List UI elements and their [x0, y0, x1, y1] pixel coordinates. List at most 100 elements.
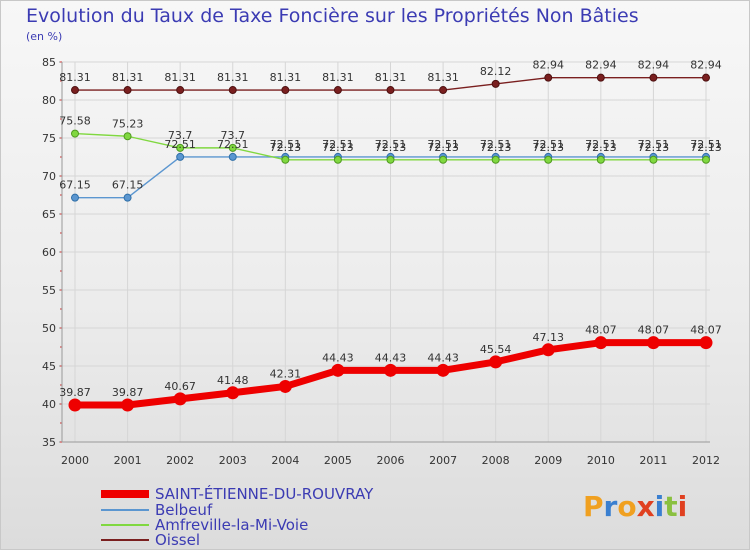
x-tick-label: 2012: [692, 454, 720, 467]
data-label: 72.13: [533, 141, 565, 154]
data-point: [649, 73, 658, 82]
data-label: 81.31: [375, 71, 407, 84]
x-tick-label: 2003: [219, 454, 247, 467]
data-label: 82.94: [533, 59, 565, 72]
x-tick-label: 2007: [429, 454, 457, 467]
legend: SAINT-ÉTIENNE-DU-ROUVRAYBelbeufAmfrevill…: [101, 484, 374, 549]
data-label: 72.51: [270, 138, 302, 151]
data-point: [71, 129, 79, 138]
data-label: 72.51: [533, 138, 565, 151]
data-label: 72.13: [690, 141, 722, 154]
logo-letter: o: [617, 490, 636, 523]
data-point: [489, 355, 503, 369]
data-label: 72.51: [690, 138, 722, 151]
data-point: [281, 155, 290, 164]
data-point: [173, 392, 187, 406]
x-tick-label: 2008: [482, 454, 510, 467]
y-tick-label: 80: [42, 94, 56, 107]
x-tick-label: 2000: [61, 454, 89, 467]
data-label: 72.51: [480, 138, 512, 151]
data-point: [594, 336, 608, 350]
data-point: [123, 132, 132, 141]
axis-layer: 35 40 45 50 55 60 65 70 75 80 85 2000 2001 2002 2003 20…: [42, 56, 720, 467]
data-label: 81.31: [322, 71, 354, 84]
data-label: 81.31: [112, 71, 144, 84]
logo-letter: x: [637, 490, 655, 523]
data-point: [281, 86, 290, 95]
data-point: [123, 86, 132, 95]
data-point: [386, 86, 395, 95]
y-tick-label: 50: [42, 322, 56, 335]
data-label: 44.43: [427, 351, 459, 364]
x-tick-label: 2006: [377, 454, 405, 467]
x-tick-label: 2004: [271, 454, 299, 467]
y-tick-label: 55: [42, 284, 56, 297]
data-label: 73.7: [221, 129, 246, 142]
data-point: [333, 155, 342, 164]
x-tick-label: 2002: [166, 454, 194, 467]
data-label: 72.51: [217, 138, 249, 151]
data-point: [71, 193, 79, 202]
data-point: [121, 398, 135, 412]
logo-letter: i: [678, 490, 688, 523]
legend-swatch: [101, 490, 149, 498]
data-label: 72.51: [164, 138, 196, 151]
data-point: [541, 343, 555, 357]
logo-letter: t: [664, 490, 677, 523]
data-label: 82.12: [480, 65, 512, 78]
data-label: 72.51: [427, 138, 459, 151]
data-label: 48.07: [585, 324, 617, 337]
data-point: [439, 155, 448, 164]
data-label: 72.13: [322, 141, 354, 154]
series-layer: [68, 73, 713, 412]
data-label: 72.13: [480, 141, 512, 154]
data-label: 72.51: [375, 138, 407, 151]
data-point: [386, 155, 395, 164]
data-label: 42.31: [270, 367, 302, 380]
data-point: [702, 73, 710, 82]
x-tick-label: 2009: [534, 454, 562, 467]
data-label: 47.13: [533, 331, 565, 344]
data-point: [331, 363, 345, 377]
data-point: [491, 79, 500, 88]
data-point: [649, 155, 658, 164]
y-tick-label: 60: [42, 246, 56, 259]
grid-layer: [62, 61, 710, 443]
data-label: 48.07: [638, 324, 670, 337]
data-label: 44.43: [375, 351, 407, 364]
data-label: 44.43: [322, 351, 354, 364]
logo-letter: i: [655, 490, 665, 523]
logo-text: Proxiti: [583, 490, 687, 523]
data-label: 72.51: [638, 138, 670, 151]
data-label: 75.58: [59, 115, 91, 128]
data-label: 39.87: [112, 386, 144, 399]
data-label: 72.13: [270, 141, 302, 154]
data-point: [596, 155, 605, 164]
data-label: 48.07: [690, 324, 722, 337]
data-point: [71, 86, 79, 95]
data-label: 72.13: [375, 141, 407, 154]
data-point: [176, 143, 185, 152]
x-tick-label: 2011: [639, 454, 667, 467]
data-point: [176, 152, 185, 161]
x-tick-label: 2005: [324, 454, 352, 467]
data-label: 73.7: [168, 129, 193, 142]
y-tick-label: 85: [42, 56, 56, 69]
data-label: 82.94: [690, 59, 722, 72]
data-point: [68, 398, 82, 412]
data-point: [333, 86, 342, 95]
proxiti-logo: Proxiti: [583, 490, 687, 523]
legend-label: SAINT-ÉTIENNE-DU-ROUVRAY: [155, 484, 374, 503]
chart-title: Evolution du Taux de Taxe Foncière sur l…: [26, 5, 639, 27]
x-tick-label: 2001: [114, 454, 142, 467]
data-point: [544, 73, 553, 82]
data-point: [439, 86, 448, 95]
data-point: [544, 155, 553, 164]
data-point: [226, 386, 240, 400]
data-label: 72.13: [638, 141, 670, 154]
data-label: 67.15: [59, 179, 91, 192]
data-point: [228, 86, 237, 95]
legend-label: Amfreville-la-Mi-Voie: [155, 516, 308, 534]
data-point: [699, 336, 713, 350]
